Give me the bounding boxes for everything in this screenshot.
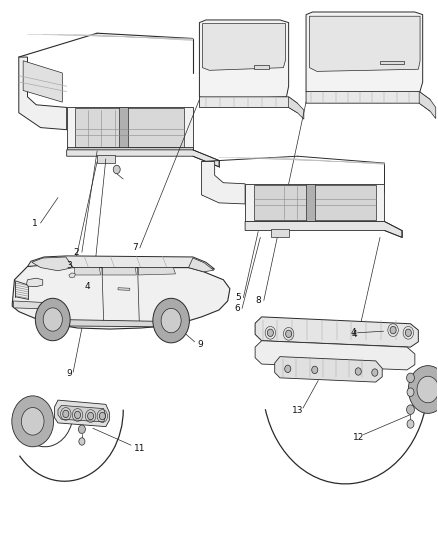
Polygon shape <box>306 12 423 97</box>
Circle shape <box>267 329 273 336</box>
Circle shape <box>408 366 438 414</box>
Polygon shape <box>255 341 415 370</box>
Polygon shape <box>75 109 184 147</box>
Polygon shape <box>27 278 43 287</box>
Circle shape <box>43 308 62 331</box>
Text: 2: 2 <box>74 248 79 257</box>
Circle shape <box>286 330 292 337</box>
Circle shape <box>99 413 106 419</box>
Circle shape <box>406 405 414 415</box>
Circle shape <box>113 165 120 174</box>
Polygon shape <box>188 258 214 272</box>
Polygon shape <box>51 319 182 330</box>
Polygon shape <box>119 108 127 149</box>
Polygon shape <box>254 65 269 69</box>
Polygon shape <box>245 184 385 221</box>
Circle shape <box>35 298 70 341</box>
Text: 8: 8 <box>255 296 261 305</box>
Polygon shape <box>54 400 110 426</box>
Circle shape <box>407 388 414 397</box>
Text: 12: 12 <box>353 433 364 442</box>
Polygon shape <box>199 97 297 113</box>
Circle shape <box>390 326 396 334</box>
Polygon shape <box>58 406 106 422</box>
Polygon shape <box>19 57 67 130</box>
Polygon shape <box>199 20 289 100</box>
Polygon shape <box>306 184 315 221</box>
Polygon shape <box>102 268 136 275</box>
Polygon shape <box>74 268 101 275</box>
Polygon shape <box>138 268 176 275</box>
Circle shape <box>355 368 361 375</box>
Circle shape <box>417 376 438 403</box>
Polygon shape <box>255 317 418 347</box>
Text: 4: 4 <box>85 282 90 291</box>
Polygon shape <box>306 92 430 111</box>
Polygon shape <box>14 301 51 309</box>
Polygon shape <box>271 229 289 237</box>
Polygon shape <box>28 256 215 269</box>
Polygon shape <box>67 147 193 153</box>
Text: 3: 3 <box>66 261 72 270</box>
Polygon shape <box>67 150 219 167</box>
Text: 13: 13 <box>292 406 303 415</box>
Circle shape <box>407 419 414 428</box>
Polygon shape <box>310 16 420 71</box>
Circle shape <box>405 329 411 336</box>
Circle shape <box>12 396 53 447</box>
Polygon shape <box>32 257 73 271</box>
Polygon shape <box>23 61 62 102</box>
Text: 6: 6 <box>234 304 240 313</box>
Text: 9: 9 <box>197 340 203 349</box>
Polygon shape <box>254 185 376 220</box>
Circle shape <box>74 411 81 419</box>
Circle shape <box>161 309 181 333</box>
Text: 4: 4 <box>351 330 357 339</box>
Circle shape <box>21 408 44 435</box>
Circle shape <box>153 298 189 343</box>
Text: 11: 11 <box>134 444 145 453</box>
Polygon shape <box>202 23 286 70</box>
Circle shape <box>79 438 85 445</box>
Polygon shape <box>67 108 193 150</box>
Polygon shape <box>12 264 230 329</box>
Text: 9: 9 <box>66 369 72 377</box>
Polygon shape <box>97 155 115 163</box>
Polygon shape <box>245 221 402 237</box>
Polygon shape <box>201 161 245 204</box>
Circle shape <box>372 369 378 376</box>
Circle shape <box>78 425 85 433</box>
Polygon shape <box>419 92 436 118</box>
Text: 7: 7 <box>132 244 138 253</box>
Polygon shape <box>69 273 75 278</box>
Circle shape <box>88 413 94 419</box>
Text: 4: 4 <box>350 328 356 337</box>
Circle shape <box>312 366 318 374</box>
Circle shape <box>406 373 414 383</box>
Circle shape <box>63 410 69 418</box>
Text: 5: 5 <box>236 293 241 302</box>
Text: 1: 1 <box>32 219 37 228</box>
Polygon shape <box>118 288 130 290</box>
Polygon shape <box>289 97 304 119</box>
Polygon shape <box>275 357 382 382</box>
Polygon shape <box>380 61 404 64</box>
Circle shape <box>285 365 291 373</box>
